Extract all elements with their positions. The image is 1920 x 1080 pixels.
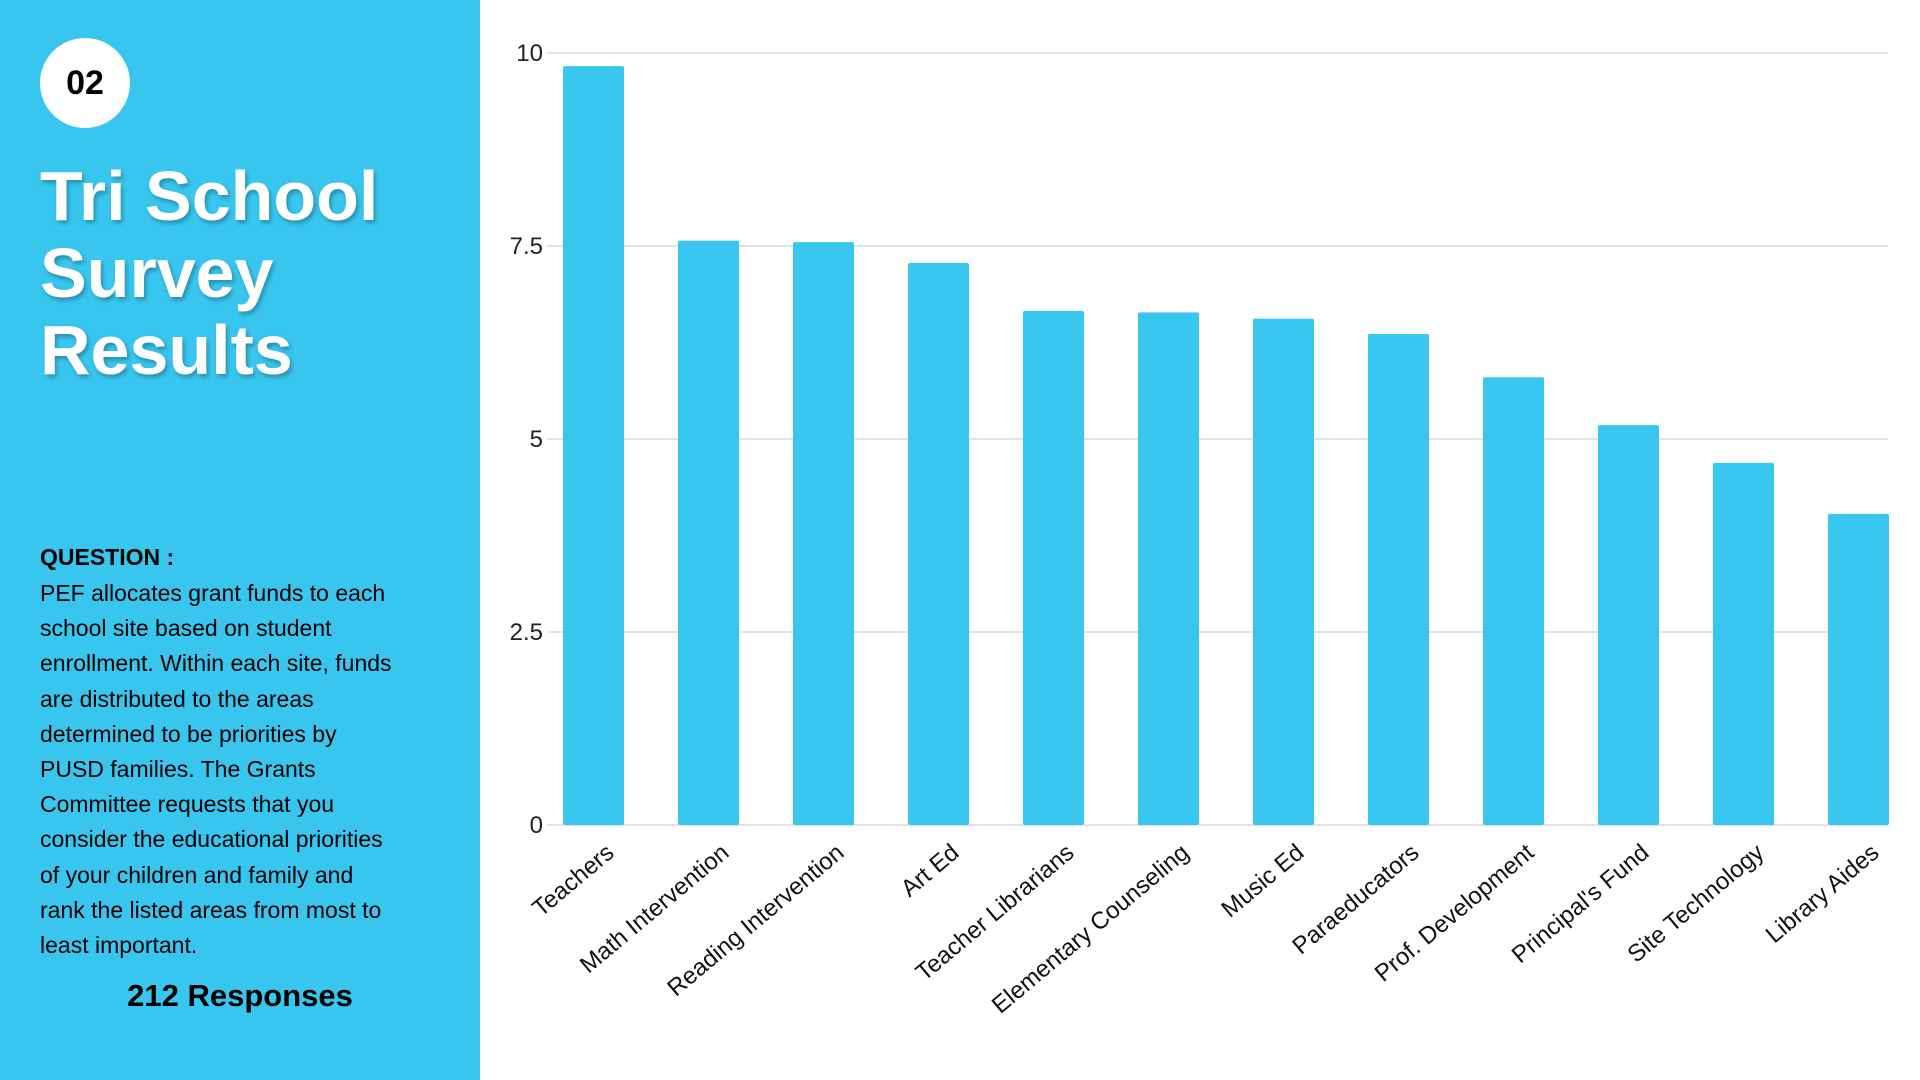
bar <box>1023 310 1084 825</box>
question-line: of your children and family and <box>40 861 354 888</box>
gridlines <box>547 52 1888 826</box>
bar <box>1138 312 1199 826</box>
question-line: Committee requests that you <box>40 791 335 818</box>
question-line: consider the educational priorities <box>40 826 383 853</box>
x-category-label: Music Ed <box>1216 839 1309 923</box>
page-title: Tri School Survey Results <box>40 158 460 389</box>
y-tick-label: 10 <box>516 40 543 67</box>
bars <box>563 66 1889 826</box>
y-tick-label: 0 <box>530 812 543 839</box>
question-label: QUESTION : <box>40 544 175 570</box>
bar <box>1253 318 1314 825</box>
sidebar-panel: 02 Tri School Survey Results QUESTION : … <box>0 0 480 1080</box>
section-number-badge: 02 <box>40 38 130 128</box>
question-line: determined to be priorities by <box>40 720 337 747</box>
x-category-label: Art Ed <box>896 839 964 903</box>
question-line: PEF allocates grant funds to each <box>40 580 386 606</box>
question-line: least important. <box>40 932 198 959</box>
title-line: Tri School <box>40 157 379 235</box>
bar <box>1483 377 1544 825</box>
question-line: enrollment. Within each site, funds <box>40 650 392 677</box>
response-count: 212 Responses <box>127 978 353 1013</box>
question-line: rank the listed areas from most to <box>40 896 382 923</box>
x-category-label: Library Aides <box>1761 839 1885 949</box>
bar <box>1598 425 1659 825</box>
title-line: Survey <box>40 234 274 312</box>
bar <box>1368 334 1429 825</box>
bar <box>678 240 739 825</box>
x-category-label: Teachers <box>527 839 619 922</box>
question-line: PUSD families. The Grants <box>40 756 316 783</box>
bar <box>908 262 969 825</box>
bar <box>793 242 854 825</box>
question-text: PEF allocates grant funds to each school… <box>40 576 440 963</box>
bar <box>1713 462 1774 825</box>
y-tick-label: 2.5 <box>510 619 543 646</box>
bar <box>563 66 624 825</box>
x-category-label: Elementary Counseling <box>987 839 1194 1019</box>
title-line: Results <box>40 311 293 389</box>
question-line: school site based on student <box>40 615 332 642</box>
y-tick-label: 7.5 <box>510 233 543 260</box>
question-line: are distributed to the areas <box>40 685 314 712</box>
y-tick-label: 5 <box>530 426 543 453</box>
bar <box>1828 513 1889 825</box>
y-axis-ticks: 0 2.5 5 7.5 10 <box>510 40 543 839</box>
